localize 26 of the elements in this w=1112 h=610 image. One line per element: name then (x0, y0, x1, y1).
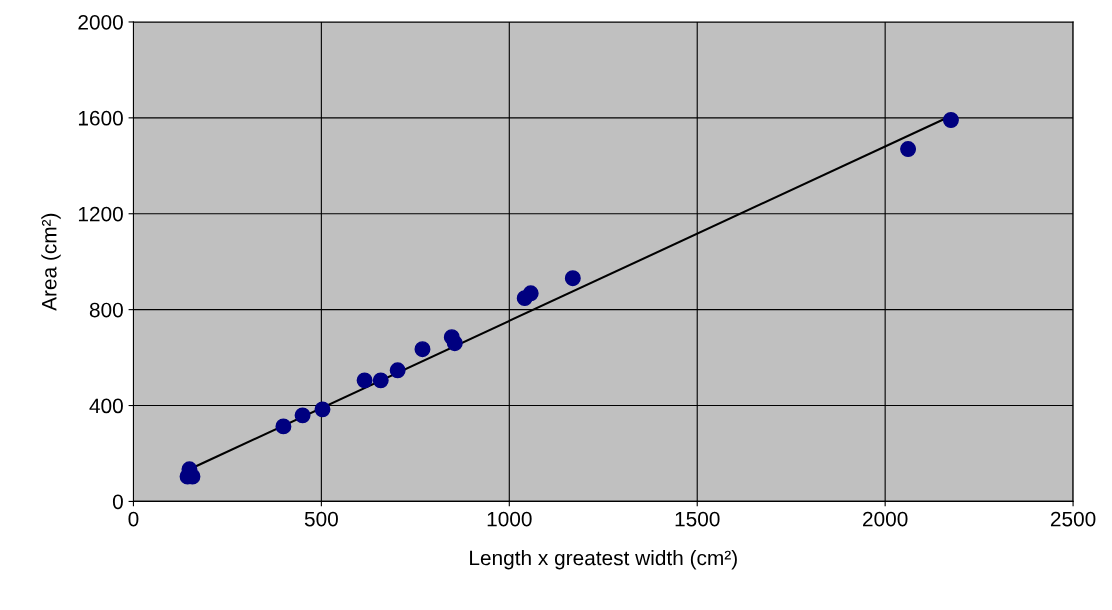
y-tick-label: 800 (89, 302, 123, 318)
point (942, 112, 959, 128)
x-tick-label: 2000 (863, 511, 908, 527)
point (389, 362, 406, 379)
point (372, 372, 389, 389)
point (522, 285, 539, 302)
point (446, 335, 463, 352)
x-tick-label: 1000 (487, 511, 532, 527)
y-tick-label: 1600 (78, 110, 123, 126)
point (564, 270, 581, 287)
point (314, 401, 331, 418)
x-tick-label: 1500 (675, 511, 720, 527)
x-tick-label: 2500 (1050, 511, 1096, 527)
y-tick-label: 400 (89, 398, 123, 414)
x-tick-label: 0 (128, 511, 139, 527)
point (414, 341, 431, 358)
x-axis-title: Length x greatest width (cm²) (470, 550, 737, 570)
point (275, 418, 292, 435)
y-tick-label: 2000 (78, 14, 123, 30)
point (294, 407, 311, 424)
point (356, 372, 373, 389)
y-axis-title: Area (cm²) (41, 213, 61, 311)
point (900, 141, 917, 157)
y-tick-label: 1200 (78, 206, 123, 222)
x-tick-label: 500 (304, 511, 338, 527)
y-tick-label: 0 (112, 494, 123, 510)
